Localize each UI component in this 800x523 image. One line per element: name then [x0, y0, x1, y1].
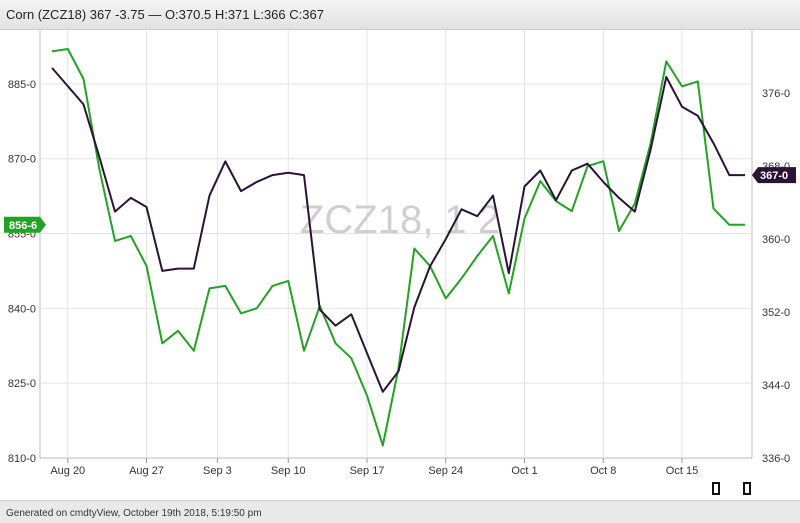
x-tick-label: Sep 24: [428, 465, 463, 477]
left-tick-label: 825-0: [8, 378, 36, 390]
x-axis: Aug 20 Aug 27 Sep 3 Sep 10 Sep 17 Sep 24 Oct 1…: [50, 465, 698, 477]
right-tick-label: 376-0: [762, 88, 790, 100]
left-tick-label: 810-0: [8, 453, 36, 465]
series-lines: [51, 48, 745, 447]
chart-watermark: ZCZ18, 1 2: [300, 198, 500, 242]
price-chart[interactable]: ZCZ18, 1 2 885-0870-0855-0840-0825-0810-…: [0, 30, 800, 500]
x-tick-label: Oct 8: [590, 465, 616, 477]
series-line-1: [51, 67, 745, 393]
footer: Generated on cmdtyView, October 19th 201…: [0, 500, 800, 523]
scroll-handles[interactable]: [712, 482, 751, 495]
x-tick-label: Oct 15: [666, 465, 698, 477]
last-price-badges: 856-6 367-0: [4, 167, 796, 233]
last-price-badge-right: 367-0: [752, 167, 796, 184]
badge-label: 367-0: [760, 170, 788, 182]
scroll-handle-right-grip: [745, 484, 749, 493]
x-tick-label: Sep 10: [271, 465, 306, 477]
gridlines: [39, 30, 753, 463]
x-tick-label: Aug 27: [129, 465, 164, 477]
scroll-handle-left-grip: [714, 484, 718, 493]
x-tick-label: Sep 3: [203, 465, 232, 477]
plot-background: [0, 30, 800, 500]
chart-title-bar: Corn (ZCZ18) 367 -3.75 — O:370.5 H:371 L…: [0, 0, 800, 30]
x-tick-label: Aug 20: [50, 465, 85, 477]
last-price-badge-left: 856-6: [4, 216, 46, 233]
right-tick-label: 336-0: [762, 453, 790, 465]
left-tick-label: 840-0: [8, 303, 36, 315]
badge-shape: [752, 167, 796, 184]
chart-title: Corn (ZCZ18) 367 -3.75 — O:370.5 H:371 L…: [6, 7, 324, 22]
x-tick-label: Oct 1: [511, 465, 537, 477]
badge-label: 856-6: [9, 220, 37, 232]
footer-text: Generated on cmdtyView, October 19th 201…: [6, 508, 262, 519]
x-tick-label: Sep 17: [350, 465, 385, 477]
left-tick-label: 885-0: [8, 79, 36, 91]
badge-shape: [4, 216, 46, 233]
right-tick-label: 352-0: [762, 307, 790, 319]
right-tick-label: 344-0: [762, 380, 790, 392]
right-tick-label: 360-0: [762, 234, 790, 246]
left-tick-label: 870-0: [8, 154, 36, 166]
